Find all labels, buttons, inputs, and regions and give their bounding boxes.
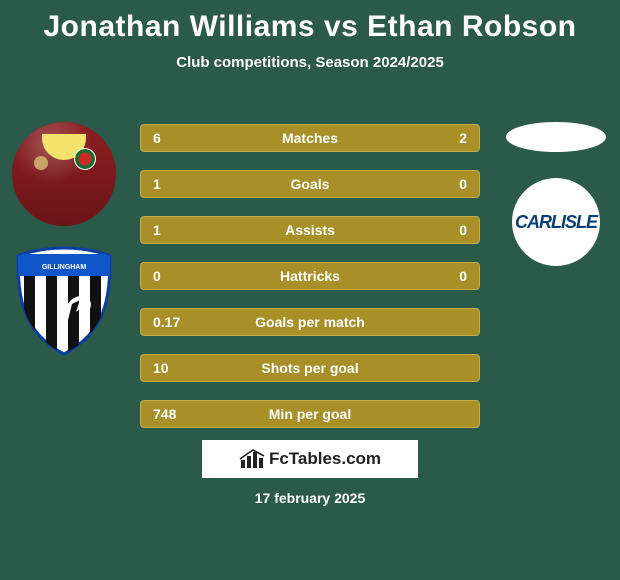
stat-label: Hattricks: [141, 268, 479, 284]
player-right-avatar-placeholder: [506, 122, 606, 152]
jersey-number-icon: [34, 156, 48, 170]
stats-list: 6Matches21Goals01Assists00Hattricks00.17…: [140, 124, 480, 428]
stat-row: 1Goals0: [140, 170, 480, 198]
carlisle-logo-text: CARLISLE: [515, 212, 597, 233]
stat-right-value: 0: [459, 222, 467, 238]
stat-left-value: 1: [153, 222, 161, 238]
footer-date: 17 february 2025: [0, 490, 620, 506]
stat-row: 0Hattricks0: [140, 262, 480, 290]
stat-row: 0.17Goals per match: [140, 308, 480, 336]
stat-left-value: 748: [153, 406, 176, 422]
footer-site-name: FcTables.com: [269, 449, 381, 469]
stat-right-value: 0: [459, 268, 467, 284]
svg-text:GILLINGHAM: GILLINGHAM: [42, 264, 86, 271]
stat-row: 10Shots per goal: [140, 354, 480, 382]
fctables-chart-icon: [239, 448, 265, 470]
right-player-column: CARLISLE: [500, 122, 612, 266]
subtitle: Club competitions, Season 2024/2025: [0, 54, 620, 71]
stat-left-value: 1: [153, 176, 161, 192]
stat-label: Goals per match: [141, 314, 479, 330]
left-player-column: GILLINGHAM: [8, 122, 120, 356]
stat-row: 748Min per goal: [140, 400, 480, 428]
stat-row: 1Assists0: [140, 216, 480, 244]
stat-left-value: 10: [153, 360, 169, 376]
club-right-crest: CARLISLE: [512, 178, 600, 266]
stat-right-value: 0: [459, 176, 467, 192]
stat-label: Assists: [141, 222, 479, 238]
player-left-avatar: [12, 122, 116, 226]
wales-badge-icon: [74, 148, 96, 170]
stat-left-value: 0.17: [153, 314, 180, 330]
club-left-crest: GILLINGHAM: [14, 246, 114, 356]
stat-row: 6Matches2: [140, 124, 480, 152]
stat-left-value: 0: [153, 268, 161, 284]
stat-label: Min per goal: [141, 406, 479, 422]
comparison-card: Jonathan Williams vs Ethan Robson Club c…: [0, 0, 620, 580]
jersey-graphic: [12, 122, 116, 226]
stat-right-value: 2: [459, 130, 467, 146]
stat-left-value: 6: [153, 130, 161, 146]
stat-label: Goals: [141, 176, 479, 192]
gillingham-crest-icon: GILLINGHAM: [14, 246, 114, 356]
footer-site-badge[interactable]: FcTables.com: [202, 440, 418, 478]
page-title: Jonathan Williams vs Ethan Robson: [0, 10, 620, 44]
stat-label: Shots per goal: [141, 360, 479, 376]
stat-label: Matches: [141, 130, 479, 146]
